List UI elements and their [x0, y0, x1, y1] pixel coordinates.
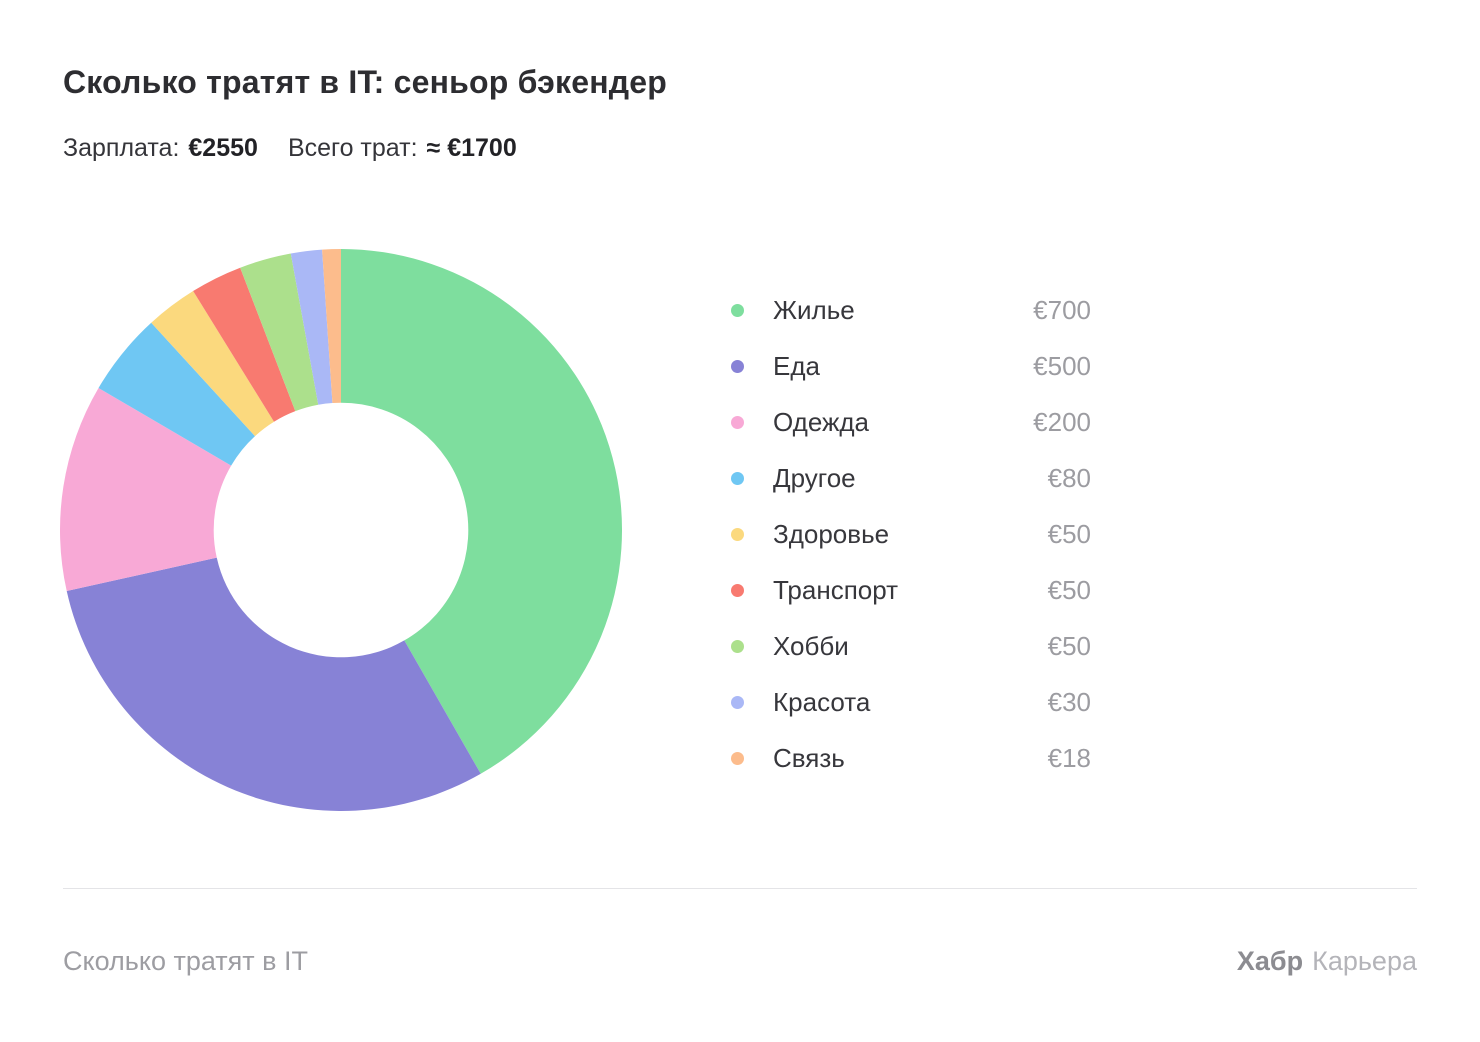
donut-chart-svg — [60, 249, 622, 811]
legend-color-dot — [731, 639, 744, 653]
legend: Жилье €700 Еда €500 Одежда €200 Другое €80 Здоро… — [731, 282, 1091, 786]
legend-label: Красота — [773, 686, 871, 717]
legend-label: Хобби — [773, 630, 849, 661]
legend-color-dot — [731, 527, 744, 541]
donut-segment — [322, 249, 341, 403]
legend-label: Другое — [773, 462, 856, 493]
legend-item: Одежда €200 — [731, 394, 1091, 450]
legend-value: €50 — [1047, 574, 1091, 605]
donut-segment — [341, 249, 622, 774]
legend-label: Еда — [773, 350, 820, 381]
legend-value: €200 — [1033, 406, 1091, 437]
legend-label: Одежда — [773, 406, 870, 437]
legend-label: Транспорт — [773, 574, 899, 605]
donut-chart — [60, 249, 622, 811]
legend-label: Жилье — [773, 294, 855, 325]
legend-color-dot — [731, 471, 744, 485]
legend-item: Другое €80 — [731, 450, 1091, 506]
legend-item: Жилье €700 — [731, 282, 1091, 338]
footer-caption: Сколько тратят в IT — [63, 946, 308, 976]
donut-segment — [151, 291, 275, 437]
legend-value: €18 — [1047, 742, 1091, 773]
legend-item: Хобби €50 — [731, 618, 1091, 674]
legend-item: Связь €18 — [731, 730, 1091, 786]
legend-color-dot — [731, 359, 744, 373]
brand: Хабр Карьера — [1237, 946, 1417, 977]
legend-color-dot — [731, 303, 744, 317]
legend-value: €30 — [1047, 686, 1091, 717]
legend-item: Транспорт €50 — [731, 562, 1091, 618]
page-title: Сколько тратят в IT: сеньор бэкендер — [63, 64, 667, 100]
legend-label: Здоровье — [773, 518, 890, 549]
legend-item: Еда €500 — [731, 338, 1091, 394]
legend-item: Здоровье €50 — [731, 506, 1091, 562]
donut-segment — [66, 557, 481, 811]
legend-item: Красота €30 — [731, 674, 1091, 730]
footer-divider — [63, 888, 1417, 889]
legend-value: €50 — [1047, 630, 1091, 661]
donut-segment — [290, 249, 333, 405]
brand-habr: Хабр — [1236, 946, 1304, 976]
donut-segment — [60, 387, 232, 592]
salary-label: Зарплата: — [63, 134, 180, 162]
legend-color-dot — [731, 415, 744, 429]
legend-value: €500 — [1033, 350, 1091, 381]
total-spend-label: Всего трат: — [287, 134, 418, 162]
donut-segment — [240, 253, 319, 412]
legend-value: €50 — [1047, 518, 1091, 549]
legend-label: Связь — [773, 742, 845, 773]
donut-segment — [98, 322, 256, 466]
legend-color-dot — [731, 751, 744, 765]
donut-segment — [193, 267, 296, 422]
subtitle: Зарплата: €2550 Всего трат: ≈ €1700 — [63, 134, 517, 163]
legend-color-dot — [731, 583, 744, 597]
legend-color-dot — [731, 695, 744, 709]
legend-value: €80 — [1047, 462, 1091, 493]
brand-career: Карьера — [1312, 946, 1417, 976]
total-spend-value: ≈ €1700 — [426, 134, 517, 162]
salary-value: €2550 — [188, 134, 258, 162]
legend-value: €700 — [1033, 294, 1091, 325]
